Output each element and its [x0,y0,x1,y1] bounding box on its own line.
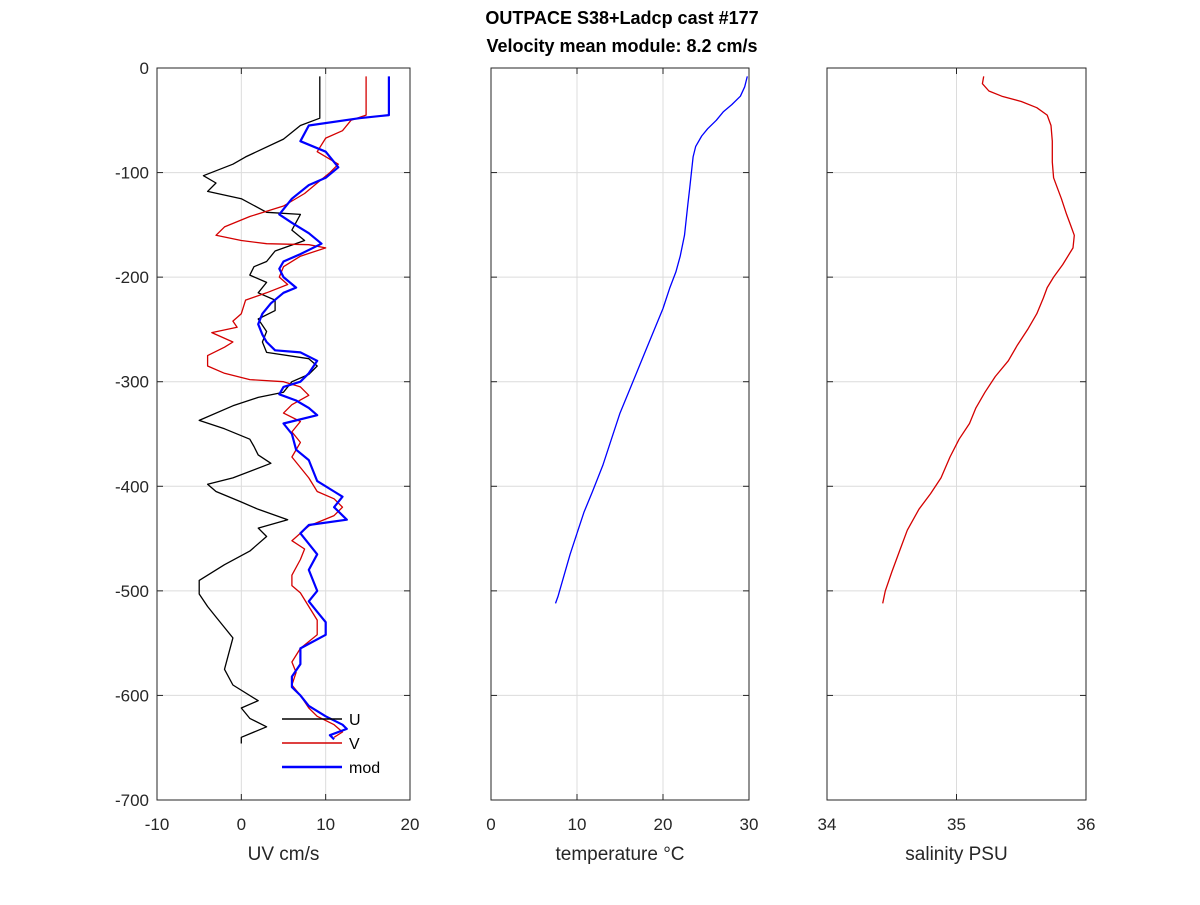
y-tick-label: -100 [115,164,149,183]
series-line-mod [257,76,390,741]
x-tick-label: -10 [145,815,170,834]
x-tick-label: 35 [947,815,966,834]
x-tick-label: 10 [316,815,335,834]
y-tick-label: -500 [115,582,149,601]
x-tick-label: 30 [740,815,759,834]
y-tick-label: -300 [115,373,149,392]
legend-label-U: U [349,712,361,729]
y-tick-label: -400 [115,477,149,496]
x-tick-label: 10 [568,815,587,834]
y-tick-label: -700 [115,791,149,810]
x-tick-label: 0 [486,815,495,834]
panel-3: 34 35 36 salinity PSU [818,67,1096,865]
x-tick-label: 20 [401,815,420,834]
y-tick-label: -600 [115,686,149,705]
y-tick-label: -200 [115,268,149,287]
y-tick-label: 0 [140,59,149,78]
figure-title-line2: Velocity mean module: 8.2 cm/s [486,36,757,56]
series-line-panel2 [554,76,748,604]
legend-label-mod: mod [349,760,380,777]
x-tick-label: 20 [654,815,673,834]
legend-label-V: V [349,736,360,753]
x-tick-label: 36 [1077,815,1096,834]
axes-layer: -10 0 10 20-700-600-500-400-300-200-1000UV … [115,59,1095,865]
x-axis-label: salinity PSU [905,844,1007,865]
x-axis-label: UV cm/s [248,844,320,865]
x-axis-label: temperature °C [555,844,684,865]
series-line-U [198,76,321,744]
panel-2: 0 10 20 30 temperature °C [486,67,759,865]
axis-box [156,67,411,801]
axis-box [490,67,750,801]
panel-1: -10 0 10 20-700-600-500-400-300-200-1000UV … [115,59,419,865]
figure-title-line1: OUTPACE S38+Ladcp cast #177 [485,8,758,28]
series-line-panel3 [882,76,1075,604]
x-tick-label: 34 [818,815,837,834]
x-tick-label: 0 [237,815,246,834]
